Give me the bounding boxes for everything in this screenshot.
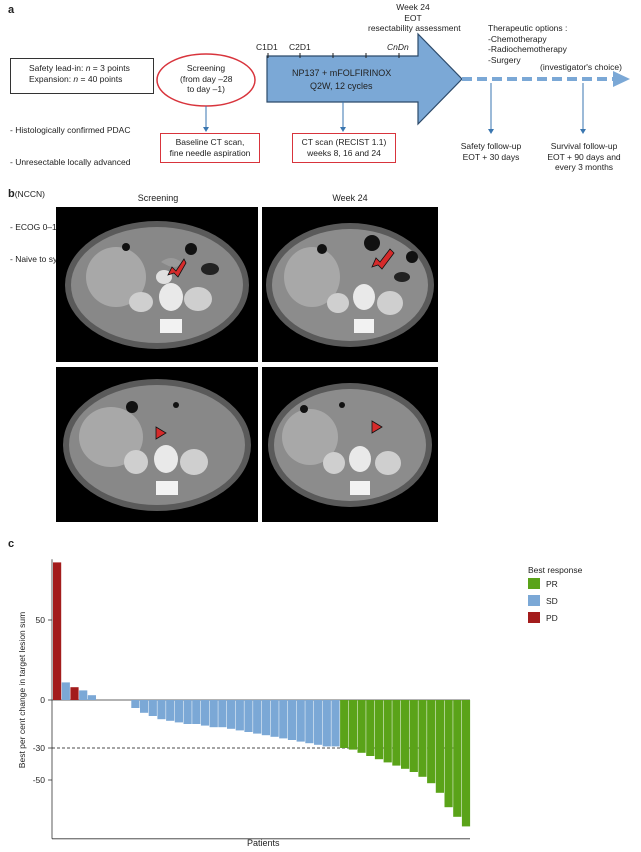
screening-connector-head — [203, 127, 209, 132]
cycle-c2d1: C2D1 — [289, 42, 311, 52]
bar-pr — [418, 700, 427, 777]
bar-sd — [322, 700, 331, 747]
ct-image-week24-top — [262, 207, 438, 362]
panel-a-letter: a — [8, 4, 15, 16]
bar-pr — [435, 700, 444, 793]
week24-label: Week 24 EOT resectability assessment — [368, 2, 461, 33]
bar-sd — [200, 700, 210, 726]
bar-pr — [374, 700, 384, 760]
legend-label-pd: PD — [546, 613, 558, 623]
therapeutic-options: Therapeutic options : -Chemotherapy -Rad… — [488, 23, 568, 65]
bar-pr — [366, 700, 375, 756]
legend-swatch-pr — [528, 578, 540, 589]
bar-pr — [427, 700, 436, 784]
bar-sd — [61, 682, 70, 700]
treatment-schedule: Q2W, 12 cycles — [310, 81, 373, 91]
ct-scan-box: CT scan (RECIST 1.1) weeks 8, 16 and 24 — [292, 133, 396, 163]
bar-pr — [392, 700, 401, 766]
safety-lead-in: Safety lead-in: n = 3 points — [29, 63, 130, 73]
bar-sd — [253, 700, 262, 734]
bar-pd — [70, 687, 79, 700]
y-axis-label: Best per cent change in target lesion su… — [17, 611, 27, 769]
criterion-item: - ECOG 0–1 — [10, 221, 57, 232]
bar-sd — [227, 700, 236, 729]
bar-sd — [287, 700, 297, 740]
y-tick-label: 0 — [40, 695, 45, 705]
y-tick-label: -50 — [33, 775, 46, 785]
safety-connector-head — [488, 129, 494, 134]
panel-c-letter: c — [8, 538, 15, 550]
investigator-choice: (investigator's choice) — [540, 62, 622, 72]
legend-swatch-sd — [528, 595, 540, 606]
bar-sd — [261, 700, 270, 736]
legend-label-pr: PR — [546, 579, 558, 589]
legend-title: Best response — [528, 565, 583, 575]
bar-sd — [296, 700, 305, 742]
panel-b-letter: b — [8, 188, 15, 200]
bar-sd — [209, 700, 218, 728]
col-label-week24: Week 24 — [332, 193, 368, 203]
ct-image-screening-top — [56, 207, 258, 362]
bar-sd — [331, 700, 340, 747]
bar-sd — [140, 700, 149, 713]
bar-sd — [279, 700, 288, 739]
y-axis-label-wrap: Best per cent change in target lesion su… — [14, 540, 30, 840]
expansion: Expansion: n = 40 points — [29, 74, 123, 84]
survival-connector-head — [580, 129, 586, 134]
treatment-arrow — [266, 32, 463, 126]
bar-sd — [235, 700, 244, 731]
legend-swatch-pd — [528, 612, 540, 623]
x-axis-label: Patients — [247, 838, 280, 848]
bar-pr — [444, 700, 453, 808]
bar-pr — [409, 700, 418, 772]
enrollment-box: Safety lead-in: n = 3 points Expansion: … — [10, 58, 154, 94]
bar-sd — [192, 700, 201, 724]
bar-pr — [401, 700, 410, 769]
bar-sd — [183, 700, 192, 724]
y-tick-label: -30 — [33, 743, 46, 753]
survival-followup: Survival follow-up EOT + 90 days and eve… — [547, 141, 621, 172]
bar-pr — [340, 700, 349, 748]
col-label-screening: Screening — [137, 193, 179, 203]
cycle-c1d1: C1D1 — [256, 42, 278, 52]
safety-followup: Safety follow-up EOT + 30 days — [460, 141, 522, 162]
cycle-cndn: CnDn — [387, 42, 409, 52]
legend-label-sd: SD — [546, 596, 558, 606]
ct-image-week24-bottom — [262, 367, 438, 522]
bar-pr — [383, 700, 392, 763]
bar-sd — [270, 700, 279, 737]
ct-connector-head — [340, 127, 346, 132]
bar-pd — [53, 562, 62, 700]
followup-arrowhead — [613, 71, 630, 87]
bar-sd — [305, 700, 314, 744]
y-tick-label: 50 — [36, 615, 46, 625]
bar-sd — [218, 700, 227, 728]
ct-image-screening-bottom — [56, 367, 258, 522]
bar-sd — [157, 700, 166, 720]
criterion-item: - Histologically confirmed PDAC — [10, 124, 131, 135]
bar-pr — [348, 700, 357, 750]
bar-sd — [148, 700, 157, 716]
bar-sd — [314, 700, 323, 745]
bar-sd — [244, 700, 253, 732]
bar-pr — [461, 700, 471, 827]
treatment-label: NP137 + mFOLFIRINOX — [292, 68, 392, 78]
screening-text: Screening (from day –28 to day –1) — [180, 63, 233, 94]
bar-pr — [357, 700, 366, 753]
study-schema-diagram — [156, 32, 630, 134]
bar-sd — [87, 695, 96, 700]
bar-sd — [166, 700, 175, 721]
bar-sd — [79, 690, 88, 700]
bar-sd — [174, 700, 183, 723]
bar-pr — [453, 700, 462, 817]
baseline-box: Baseline CT scan, fine needle aspiration — [160, 133, 260, 163]
criterion-item: - Unresectable locally advanced — [10, 156, 131, 167]
waterfall-chart: 50 0 -30 -50 PR SD PD — [33, 559, 558, 840]
bar-sd — [131, 700, 140, 708]
criterion-item: (NCCN) — [10, 189, 45, 200]
